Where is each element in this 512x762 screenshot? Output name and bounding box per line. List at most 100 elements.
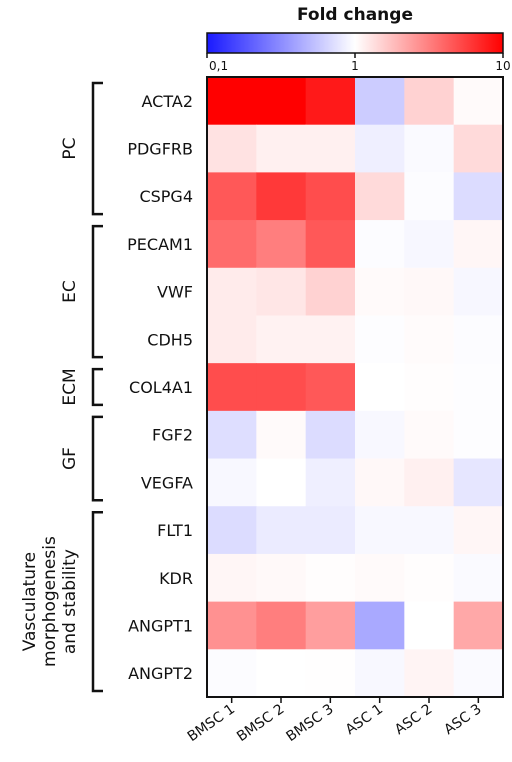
heatmap-cell xyxy=(305,458,356,507)
row-label: ANGPT2 xyxy=(128,664,193,683)
heatmap-cell xyxy=(207,410,257,460)
heatmap-cell xyxy=(256,458,307,507)
heatmap-cell xyxy=(207,77,257,126)
heatmap-cell xyxy=(355,363,405,412)
heatmap-cell xyxy=(404,220,455,269)
heatmap-cell xyxy=(207,458,257,507)
heatmap-cell xyxy=(355,458,405,507)
heatmap-cell xyxy=(305,649,356,698)
heatmap-cell xyxy=(355,267,405,316)
group-bracket xyxy=(91,415,103,502)
heatmap-cell xyxy=(404,553,455,603)
heatmap-cell xyxy=(355,410,405,460)
heatmap-cell xyxy=(453,315,504,364)
heatmap-cell xyxy=(404,410,455,460)
row-label: CDH5 xyxy=(147,330,193,349)
heatmap-cell xyxy=(404,315,455,364)
colorbar-tick-label: 0,1 xyxy=(209,59,228,73)
group-bracket xyxy=(91,81,103,216)
heatmap-cell xyxy=(256,315,307,364)
heatmap-cell xyxy=(256,553,307,603)
heatmap-cell xyxy=(305,506,356,555)
heatmap-cell xyxy=(256,506,307,555)
heatmap-cell xyxy=(305,220,356,269)
row-label: CSPG4 xyxy=(139,187,193,206)
heatmap-cell xyxy=(355,506,405,555)
heatmap-cell xyxy=(305,553,356,603)
heatmap-cell xyxy=(256,220,307,269)
heatmap-cell xyxy=(305,315,356,364)
column-label: BMSC 1 xyxy=(185,701,238,745)
column-label: ASC 3 xyxy=(441,701,484,738)
heatmap-cell xyxy=(355,601,405,650)
colorbar-title: Fold change xyxy=(297,5,413,25)
group-label: EC xyxy=(60,280,80,303)
heatmap-cell xyxy=(453,77,504,126)
heatmap-cell xyxy=(207,220,257,269)
group-bracket xyxy=(91,224,103,359)
heatmap-cell xyxy=(207,315,257,364)
heatmap-cell xyxy=(355,315,405,364)
group-label: PC xyxy=(60,137,80,159)
group-label: ECM xyxy=(60,368,80,405)
heatmap-cell xyxy=(355,220,405,269)
row-label: PDGFRB xyxy=(127,140,193,159)
heatmap-cell xyxy=(404,172,455,221)
row-label: VEGFA xyxy=(141,473,193,492)
heatmap-cell xyxy=(404,458,455,507)
heatmap-cell xyxy=(207,363,257,412)
heatmap-cell xyxy=(404,649,455,698)
heatmap-cell xyxy=(305,601,356,650)
heatmap-cell xyxy=(404,267,455,316)
heatmap-cell xyxy=(404,77,455,126)
heatmap-cell xyxy=(207,553,257,603)
heatmap-cell xyxy=(404,601,455,650)
heatmap-cell xyxy=(453,124,504,173)
heatmap-cell xyxy=(453,601,504,650)
heatmap-cell xyxy=(207,267,257,316)
group-bracket xyxy=(91,367,103,407)
heatmap-cell xyxy=(453,220,504,269)
heatmap-cell xyxy=(453,458,504,507)
group-label: Vasculature xyxy=(20,552,40,651)
heatmap-cell xyxy=(207,601,257,650)
heatmap-cell xyxy=(404,506,455,555)
heatmap-cell xyxy=(355,649,405,698)
heatmap-cell xyxy=(305,77,356,126)
heatmap-cell xyxy=(207,649,257,698)
heatmap-cell xyxy=(305,410,356,460)
heatmap-cell xyxy=(256,363,307,412)
heatmap-cell xyxy=(355,124,405,173)
row-label: VWF xyxy=(157,283,193,302)
colorbar xyxy=(206,32,504,54)
group-label: GF xyxy=(60,447,80,470)
row-label: ANGPT1 xyxy=(128,616,193,635)
heatmap-frame xyxy=(206,76,504,698)
heatmap-cell xyxy=(305,172,356,221)
heatmap-cell xyxy=(453,506,504,555)
row-label: FGF2 xyxy=(152,426,193,445)
heatmap-cell xyxy=(453,267,504,316)
heatmap-cell xyxy=(453,363,504,412)
heatmap-cell xyxy=(453,649,504,698)
heatmap-cell xyxy=(207,172,257,221)
column-label: BMSC 2 xyxy=(234,701,287,745)
heatmap-cell xyxy=(355,172,405,221)
heatmap-cell xyxy=(453,410,504,460)
group-bracket xyxy=(91,510,103,693)
row-label: COL4A1 xyxy=(129,378,193,397)
heatmap-cell xyxy=(207,124,257,173)
colorbar-tick-label: 1 xyxy=(351,59,359,73)
heatmap-cell xyxy=(305,124,356,173)
row-label: ACTA2 xyxy=(142,92,194,111)
heatmap-cell xyxy=(453,172,504,221)
row-label: FLT1 xyxy=(157,521,193,540)
heatmap-cell xyxy=(207,506,257,555)
heatmap-cell xyxy=(256,649,307,698)
heatmap-cell xyxy=(404,363,455,412)
heatmap-cell xyxy=(305,363,356,412)
colorbar-tick-label: 10 xyxy=(495,59,510,73)
heatmap-cell xyxy=(404,124,455,173)
heatmap-cell xyxy=(305,267,356,316)
